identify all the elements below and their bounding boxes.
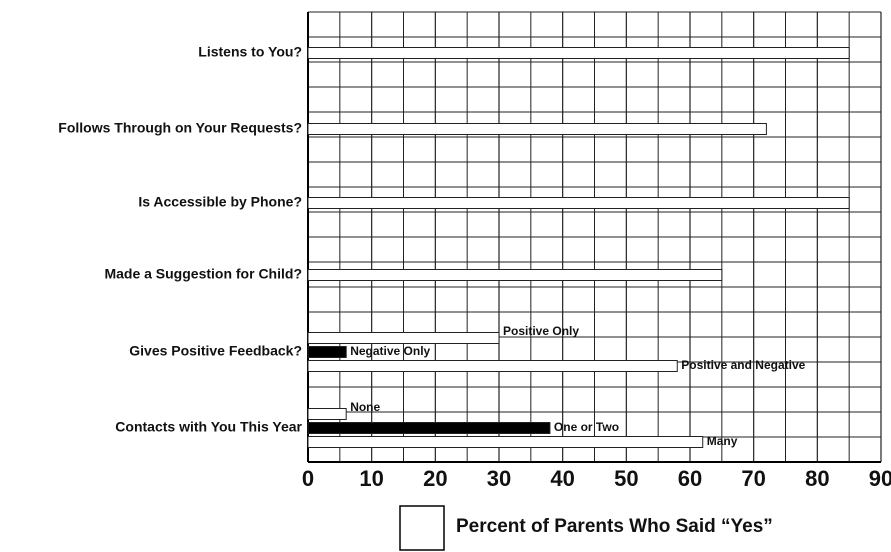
x-tick-label: 40 [550, 466, 574, 491]
bar [307, 360, 678, 372]
bar-label: Many [707, 434, 738, 448]
category-label: Is Accessible by Phone? [138, 194, 302, 210]
x-tick-label: 80 [805, 466, 829, 491]
bar [307, 408, 347, 420]
x-tick-label: 70 [741, 466, 765, 491]
bar-label: None [350, 400, 380, 414]
category-label: Gives Positive Feedback? [129, 343, 302, 359]
x-tick-label: 30 [487, 466, 511, 491]
bar [307, 436, 704, 448]
bar-label: Positive Only [503, 324, 579, 338]
legend-label: Percent of Parents Who Said “Yes” [456, 516, 773, 537]
bar [307, 197, 850, 209]
bar [307, 269, 723, 281]
category-label: Contacts with You This Year [115, 419, 302, 435]
x-tick-label: 60 [678, 466, 702, 491]
category-label: Follows Through on Your Requests? [58, 120, 302, 136]
bar [307, 47, 850, 59]
x-tick-label: 10 [359, 466, 383, 491]
x-tick-label: 90 [869, 466, 891, 491]
bar-label: One or Two [554, 420, 619, 434]
x-tick-label: 0 [302, 466, 314, 491]
category-label: Listens to You? [198, 44, 302, 60]
x-tick-label: 20 [423, 466, 447, 491]
bar [307, 123, 767, 135]
x-tick-label: 50 [614, 466, 638, 491]
legend-swatch [399, 505, 445, 551]
category-label: Made a Suggestion for Child? [104, 266, 302, 282]
bar-label: Negative Only [350, 344, 430, 358]
bar-label: Positive and Negative [681, 358, 805, 372]
bar [307, 346, 347, 358]
bar [307, 422, 551, 434]
bar [307, 332, 500, 344]
